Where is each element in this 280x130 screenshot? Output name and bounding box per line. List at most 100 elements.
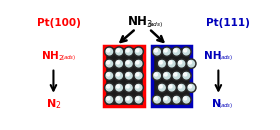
Bar — [104, 46, 143, 106]
Ellipse shape — [134, 71, 143, 80]
Ellipse shape — [172, 71, 181, 80]
Ellipse shape — [107, 85, 110, 88]
Ellipse shape — [107, 61, 110, 64]
Ellipse shape — [164, 72, 170, 79]
Ellipse shape — [107, 49, 110, 52]
Ellipse shape — [159, 84, 165, 91]
Ellipse shape — [154, 97, 157, 100]
Ellipse shape — [116, 48, 122, 55]
Ellipse shape — [124, 47, 134, 56]
Ellipse shape — [167, 59, 176, 68]
Ellipse shape — [135, 84, 142, 91]
Ellipse shape — [178, 84, 185, 91]
Ellipse shape — [164, 96, 170, 103]
Ellipse shape — [164, 97, 167, 100]
Ellipse shape — [164, 73, 167, 76]
Ellipse shape — [116, 49, 119, 52]
Ellipse shape — [183, 72, 190, 79]
Ellipse shape — [106, 60, 113, 67]
Ellipse shape — [184, 97, 187, 100]
Text: NH$_2$: NH$_2$ — [41, 49, 64, 63]
Ellipse shape — [169, 60, 175, 67]
Text: $_{(ads)}$: $_{(ads)}$ — [218, 102, 234, 112]
Ellipse shape — [174, 97, 177, 100]
Ellipse shape — [106, 72, 113, 79]
Ellipse shape — [188, 84, 195, 91]
Ellipse shape — [159, 85, 162, 88]
Ellipse shape — [136, 61, 139, 64]
Ellipse shape — [124, 59, 134, 68]
Ellipse shape — [116, 61, 119, 64]
Text: Pt(100): Pt(100) — [37, 18, 81, 28]
Ellipse shape — [136, 49, 139, 52]
Ellipse shape — [159, 60, 165, 67]
Ellipse shape — [126, 60, 132, 67]
Ellipse shape — [164, 48, 170, 55]
Ellipse shape — [135, 96, 142, 103]
Ellipse shape — [183, 96, 190, 103]
Ellipse shape — [126, 84, 132, 91]
Ellipse shape — [186, 83, 196, 92]
Ellipse shape — [135, 72, 142, 79]
Ellipse shape — [135, 60, 142, 67]
Ellipse shape — [114, 83, 124, 92]
Ellipse shape — [124, 95, 134, 104]
Ellipse shape — [116, 73, 119, 76]
Ellipse shape — [188, 60, 195, 67]
Ellipse shape — [169, 84, 175, 91]
Ellipse shape — [188, 85, 192, 88]
Ellipse shape — [114, 47, 124, 56]
Ellipse shape — [152, 71, 162, 80]
Ellipse shape — [126, 48, 132, 55]
Ellipse shape — [169, 61, 172, 64]
Text: $_{(ads)}$: $_{(ads)}$ — [61, 54, 76, 64]
Ellipse shape — [126, 61, 129, 64]
Text: $_{(ads)}$: $_{(ads)}$ — [218, 54, 234, 64]
Ellipse shape — [116, 97, 119, 100]
Ellipse shape — [174, 49, 177, 52]
Ellipse shape — [116, 72, 122, 79]
Ellipse shape — [126, 85, 129, 88]
Ellipse shape — [126, 96, 132, 103]
Ellipse shape — [124, 71, 134, 80]
Ellipse shape — [134, 59, 143, 68]
Ellipse shape — [134, 47, 143, 56]
Ellipse shape — [116, 60, 122, 67]
Ellipse shape — [104, 59, 114, 68]
Ellipse shape — [135, 48, 142, 55]
Ellipse shape — [162, 71, 172, 80]
Ellipse shape — [136, 73, 139, 76]
Ellipse shape — [154, 49, 157, 52]
Ellipse shape — [124, 83, 134, 92]
Ellipse shape — [104, 47, 114, 56]
Ellipse shape — [107, 97, 110, 100]
Text: N: N — [212, 99, 221, 109]
Ellipse shape — [116, 96, 122, 103]
Text: $_{(ads)}$: $_{(ads)}$ — [147, 21, 164, 31]
Ellipse shape — [173, 72, 180, 79]
Ellipse shape — [182, 95, 191, 104]
Ellipse shape — [104, 95, 114, 104]
Ellipse shape — [177, 83, 186, 92]
Text: NH$_3$: NH$_3$ — [127, 15, 153, 30]
Ellipse shape — [106, 48, 113, 55]
Ellipse shape — [162, 47, 172, 56]
Ellipse shape — [107, 73, 110, 76]
Ellipse shape — [182, 47, 191, 56]
Ellipse shape — [106, 96, 113, 103]
Ellipse shape — [183, 48, 190, 55]
Ellipse shape — [152, 47, 162, 56]
Ellipse shape — [106, 84, 113, 91]
Ellipse shape — [173, 96, 180, 103]
Ellipse shape — [126, 73, 129, 76]
Ellipse shape — [184, 73, 187, 76]
Ellipse shape — [186, 59, 196, 68]
Text: NH: NH — [204, 51, 222, 61]
Ellipse shape — [167, 83, 176, 92]
Ellipse shape — [174, 73, 177, 76]
Ellipse shape — [157, 59, 167, 68]
Ellipse shape — [162, 95, 172, 104]
Ellipse shape — [172, 47, 181, 56]
Ellipse shape — [134, 83, 143, 92]
Ellipse shape — [157, 83, 167, 92]
